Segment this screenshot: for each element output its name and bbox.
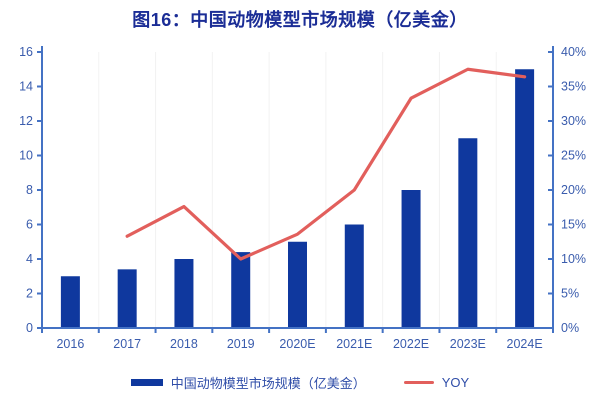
bar-2019 xyxy=(231,252,251,328)
right-axis-tick-label: 40% xyxy=(561,45,586,59)
x-axis-category-label: 2021E xyxy=(336,337,372,351)
left-axis-tick-label: 4 xyxy=(26,252,33,266)
bar-2023E xyxy=(458,138,478,328)
chart-title: 图16：中国动物模型市场规模（亿美金） xyxy=(132,10,468,30)
right-axis-tick-label: 15% xyxy=(561,218,586,232)
bar-2021E xyxy=(344,224,364,328)
right-axis-tick-label: 10% xyxy=(561,252,586,266)
right-axis-tick-label: 20% xyxy=(561,183,586,197)
left-axis-tick-label: 12 xyxy=(19,114,33,128)
x-axis-category-label: 2023E xyxy=(450,337,486,351)
right-axis-tick-label: 5% xyxy=(561,287,579,301)
x-axis-category-label: 2018 xyxy=(170,337,198,351)
line-series-label: YOY xyxy=(441,375,470,390)
bar-2018 xyxy=(174,259,194,328)
legend-item-market-size: 中国动物模型市场规模（亿美金） xyxy=(130,373,366,392)
bar-2020E xyxy=(288,241,307,328)
right-axis-tick-label: 30% xyxy=(561,114,586,128)
yoy-line xyxy=(125,67,527,261)
x-axis-category-label: 2024E xyxy=(507,337,543,351)
line-series-swatch xyxy=(403,381,434,384)
left-axis-tick-label: 0 xyxy=(26,321,33,335)
left-axis-tick-label: 14 xyxy=(19,80,33,94)
x-axis-category-label: 2019 xyxy=(227,337,255,351)
bar-2017 xyxy=(117,269,137,328)
bar-2022E xyxy=(401,190,421,328)
left-axis-tick-label: 8 xyxy=(26,183,33,197)
bar-2024E xyxy=(515,69,535,328)
right-axis-tick-label: 35% xyxy=(561,80,586,94)
right-axis-tick-label: 0% xyxy=(561,321,579,335)
bar-series-label: 中国动物模型市场规模（亿美金） xyxy=(170,376,366,391)
x-axis-category-label: 2022E xyxy=(393,337,429,351)
left-axis-tick-label: 6 xyxy=(26,218,33,232)
chart-legend: 中国动物模型市场规模（亿美金） YOY xyxy=(0,373,600,392)
right-axis-tick-label: 25% xyxy=(561,149,586,163)
left-axis-tick-label: 16 xyxy=(19,45,33,59)
left-axis-tick-label: 2 xyxy=(26,287,33,301)
x-axis-category-label: 2017 xyxy=(113,337,141,351)
left-axis-tick-label: 10 xyxy=(19,149,33,163)
bar-2016 xyxy=(60,276,80,328)
x-axis-category-label: 2016 xyxy=(56,337,84,351)
x-axis-category-label: 2020E xyxy=(279,337,315,351)
bar-series-swatch xyxy=(130,379,163,386)
legend-item-yoy: YOY xyxy=(403,375,470,390)
